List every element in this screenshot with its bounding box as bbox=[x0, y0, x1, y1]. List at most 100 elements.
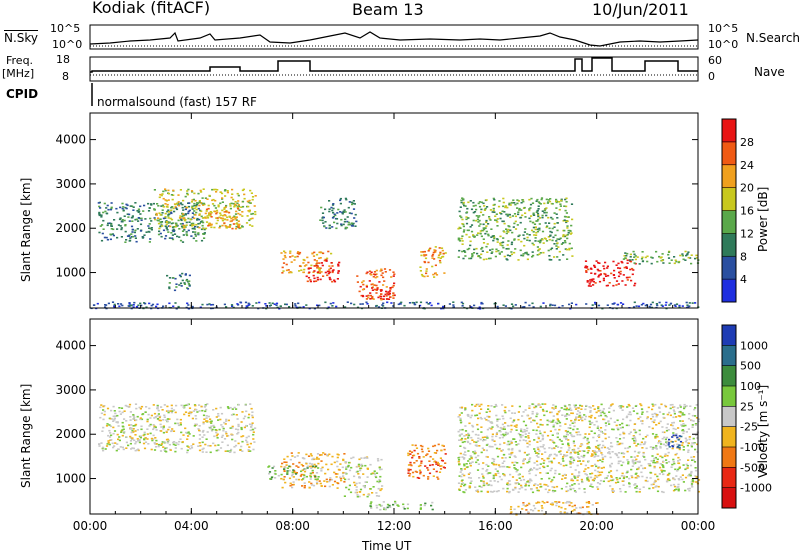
heatmap-cell bbox=[485, 444, 488, 446]
heatmap-cell bbox=[101, 447, 104, 450]
heatmap-cell bbox=[497, 250, 500, 252]
heatmap-cell bbox=[583, 450, 586, 452]
heatmap-cell bbox=[692, 437, 695, 440]
heatmap-cell bbox=[667, 444, 670, 446]
heatmap-cell bbox=[585, 404, 588, 407]
heatmap-cell bbox=[581, 481, 584, 484]
heatmap-cell bbox=[566, 258, 569, 260]
heatmap-cell bbox=[167, 439, 170, 442]
heatmap-cell bbox=[542, 410, 545, 412]
heatmap-cell bbox=[392, 275, 395, 277]
heatmap-cell bbox=[490, 252, 493, 254]
heatmap-cell bbox=[692, 456, 696, 458]
heatmap-cell bbox=[129, 442, 132, 445]
heatmap-cell bbox=[508, 443, 511, 446]
colorbar-tick-label: 8 bbox=[740, 250, 747, 263]
heatmap-cell bbox=[103, 202, 106, 205]
heatmap-cell bbox=[419, 266, 422, 268]
heatmap-cell bbox=[286, 467, 289, 469]
heatmap-cell bbox=[269, 478, 272, 480]
heatmap-cell bbox=[325, 227, 328, 229]
heatmap-cell bbox=[164, 225, 167, 227]
colorbar-swatch bbox=[722, 187, 736, 211]
heatmap-cell bbox=[122, 428, 125, 431]
heatmap-cell bbox=[641, 256, 644, 259]
heatmap-cell bbox=[431, 464, 434, 466]
heatmap-cell bbox=[584, 265, 587, 267]
heatmap-cell bbox=[219, 447, 223, 449]
heatmap-cell bbox=[336, 222, 339, 225]
heatmap-cell bbox=[541, 408, 545, 411]
heatmap-cell bbox=[204, 227, 208, 230]
heatmap-cell bbox=[171, 234, 174, 236]
heatmap-cell bbox=[679, 410, 682, 413]
heatmap-cell bbox=[340, 224, 343, 227]
heatmap-cell bbox=[495, 474, 498, 477]
heatmap-cell bbox=[209, 304, 212, 306]
heatmap-cell bbox=[651, 420, 654, 423]
heatmap-cell bbox=[518, 234, 521, 237]
heatmap-cell bbox=[660, 304, 663, 306]
heatmap-cell bbox=[548, 460, 551, 463]
heatmap-cell bbox=[498, 437, 501, 439]
heatmap-cell bbox=[569, 427, 572, 429]
heatmap-cell bbox=[659, 420, 662, 423]
heatmap-cell bbox=[517, 432, 520, 435]
heatmap-cell bbox=[342, 477, 345, 479]
heatmap-cell bbox=[552, 408, 555, 410]
heatmap-cell bbox=[209, 224, 212, 227]
heatmap-cell bbox=[190, 447, 194, 449]
heatmap-cell bbox=[147, 202, 150, 205]
heatmap-cell bbox=[345, 486, 348, 489]
heatmap-cell bbox=[98, 205, 101, 208]
heatmap-cell bbox=[665, 436, 669, 439]
heatmap-cell bbox=[239, 213, 242, 216]
heatmap-cell bbox=[470, 480, 473, 482]
heatmap-cell bbox=[633, 423, 636, 425]
heatmap-cell bbox=[186, 438, 189, 440]
heatmap-cell bbox=[649, 446, 652, 448]
heatmap-cell bbox=[336, 212, 339, 214]
heatmap-cell bbox=[179, 438, 182, 440]
heatmap-cell bbox=[333, 279, 336, 282]
heatmap-cell bbox=[377, 487, 380, 490]
heatmap-cell bbox=[585, 271, 588, 273]
heatmap-cell bbox=[672, 477, 675, 479]
heatmap-cell bbox=[296, 252, 299, 254]
heatmap-cell bbox=[123, 410, 126, 412]
heatmap-cell bbox=[520, 430, 523, 432]
heatmap-cell bbox=[472, 219, 475, 222]
heatmap-cell bbox=[337, 208, 340, 211]
heatmap-cell bbox=[566, 512, 569, 514]
velocity-colorbar-label: Velocity [m s⁻¹] bbox=[756, 384, 770, 478]
heatmap-cell bbox=[368, 270, 372, 273]
heatmap-cell bbox=[467, 460, 470, 462]
heatmap-cell bbox=[626, 459, 629, 461]
heatmap-cell bbox=[523, 430, 526, 433]
heatmap-cell bbox=[289, 482, 292, 485]
heatmap-cell bbox=[226, 450, 229, 452]
heatmap-cell bbox=[672, 416, 675, 419]
heatmap-cell bbox=[288, 306, 291, 308]
heatmap-cell bbox=[627, 447, 630, 449]
heatmap-cell bbox=[288, 477, 292, 480]
heatmap-cell bbox=[508, 225, 511, 228]
heatmap-cell bbox=[140, 405, 144, 408]
heatmap-cell bbox=[508, 203, 511, 206]
heatmap-cell bbox=[112, 234, 115, 237]
heatmap-cell bbox=[599, 414, 603, 417]
heatmap-cell bbox=[171, 238, 175, 241]
heatmap-cell bbox=[595, 451, 598, 453]
heatmap-cell bbox=[581, 443, 584, 446]
heatmap-cell bbox=[419, 301, 423, 304]
heatmap-cell bbox=[509, 216, 512, 219]
heatmap-cell bbox=[306, 467, 309, 469]
heatmap-cell bbox=[604, 414, 607, 417]
heatmap-cell bbox=[215, 191, 218, 193]
heatmap-cell bbox=[537, 437, 540, 440]
heatmap-cell bbox=[591, 304, 594, 306]
heatmap-cell bbox=[540, 197, 544, 199]
colorbar-tick-label: 4 bbox=[740, 273, 747, 286]
heatmap-cell bbox=[634, 431, 637, 434]
